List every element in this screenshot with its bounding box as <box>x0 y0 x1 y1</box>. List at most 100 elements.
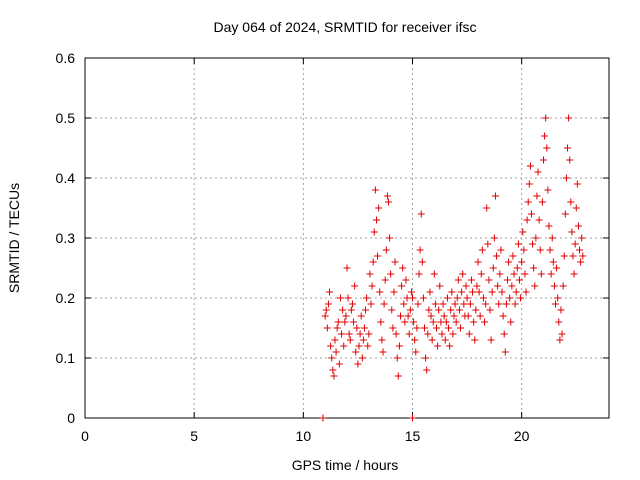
data-point <box>579 252 587 260</box>
data-point <box>564 144 572 152</box>
data-point <box>514 240 522 248</box>
data-point <box>367 300 375 308</box>
data-point <box>383 192 391 200</box>
data-point <box>533 192 541 200</box>
data-point <box>319 414 327 422</box>
data-point <box>541 132 549 140</box>
data-point <box>371 186 379 194</box>
data-point <box>340 342 348 350</box>
data-point <box>364 342 372 350</box>
data-point <box>412 348 420 356</box>
data-point <box>374 252 382 260</box>
data-point <box>368 282 376 290</box>
data-point <box>557 306 565 314</box>
data-point <box>454 276 462 284</box>
data-point <box>566 156 574 164</box>
data-point <box>353 324 361 332</box>
data-point <box>562 174 570 182</box>
data-point <box>567 198 575 206</box>
data-point <box>402 276 410 284</box>
data-point <box>448 288 456 296</box>
data-point <box>568 228 576 236</box>
data-point <box>458 288 466 296</box>
data-point <box>352 348 360 356</box>
data-point <box>427 312 435 320</box>
data-point <box>459 270 467 278</box>
data-point <box>577 258 585 266</box>
data-point <box>482 300 490 308</box>
data-point <box>465 330 473 338</box>
data-point <box>416 246 424 254</box>
data-point <box>508 282 516 290</box>
data-point <box>556 336 564 344</box>
data-point <box>326 288 334 296</box>
data-point <box>532 234 540 242</box>
data-point <box>526 162 534 170</box>
data-point <box>512 288 520 296</box>
data-point <box>387 270 395 278</box>
data-point <box>342 312 350 320</box>
data-point <box>484 240 492 248</box>
data-point <box>382 246 390 254</box>
data-point <box>450 312 458 320</box>
data-point <box>409 414 416 422</box>
data-point <box>509 252 517 260</box>
data-point <box>334 318 342 326</box>
data-point <box>574 222 582 230</box>
y-tick-label: 0.6 <box>56 50 76 66</box>
data-point <box>396 312 404 320</box>
data-point <box>375 204 383 212</box>
data-point <box>425 306 433 314</box>
data-point <box>503 276 511 284</box>
data-point <box>455 306 463 314</box>
data-point <box>438 330 446 338</box>
data-point <box>343 264 351 272</box>
data-point <box>355 342 363 350</box>
data-point <box>495 300 503 308</box>
data-point <box>565 114 573 122</box>
data-point <box>570 270 578 278</box>
data-point <box>569 252 577 260</box>
data-point <box>400 300 408 308</box>
data-point <box>323 324 331 332</box>
data-point <box>370 228 378 236</box>
data-point <box>534 168 542 176</box>
data-point <box>394 372 402 380</box>
data-point <box>476 312 484 320</box>
data-point <box>472 306 480 314</box>
data-point <box>462 282 470 290</box>
data-point <box>359 336 367 344</box>
data-point <box>469 288 477 296</box>
data-point <box>546 246 554 254</box>
x-tick-label: 10 <box>296 428 312 444</box>
x-tick-label: 0 <box>81 428 89 444</box>
data-point <box>522 288 530 296</box>
data-point <box>405 330 413 338</box>
data-point <box>434 342 442 350</box>
data-point <box>477 270 485 278</box>
data-point <box>423 366 431 374</box>
y-axis: 0 0.1 0.2 0.3 0.4 0.5 0.6 <box>56 50 609 426</box>
data-point <box>470 318 478 326</box>
data-point <box>330 372 338 380</box>
data-point <box>430 270 438 278</box>
y-tick-label: 0 <box>67 410 75 426</box>
y-tick-label: 0.1 <box>56 350 76 366</box>
data-point <box>517 294 525 302</box>
data-point <box>550 282 558 290</box>
data-point <box>561 210 569 218</box>
data-point <box>535 216 543 224</box>
data-point <box>331 336 339 344</box>
data-point <box>429 318 437 326</box>
data-point <box>391 258 399 266</box>
data-point <box>490 234 498 242</box>
data-point <box>433 324 441 332</box>
data-point <box>491 192 499 200</box>
data-point <box>428 336 436 344</box>
data-point <box>380 300 388 308</box>
data-point <box>381 276 389 284</box>
data-point <box>395 342 403 350</box>
data-point <box>554 294 562 302</box>
data-point <box>571 240 579 248</box>
